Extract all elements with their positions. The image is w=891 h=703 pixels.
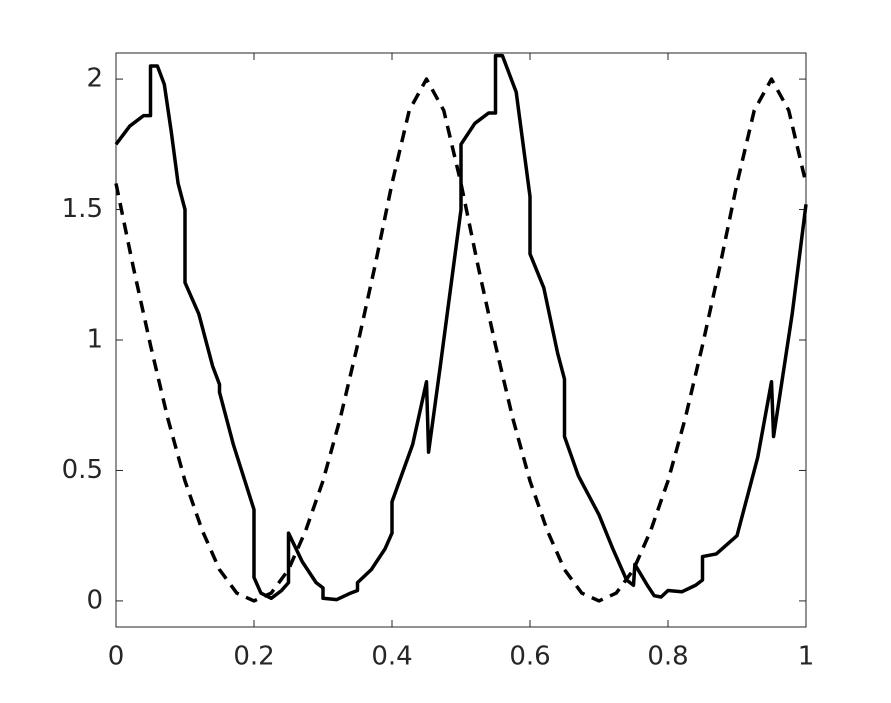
y-tick-label: 0 [86,585,103,615]
y-tick-label: 1 [86,325,103,355]
y-tick-label: 1.5 [62,194,103,224]
x-tick-label: 1 [798,642,815,672]
x-tick-label: 0.2 [233,642,274,672]
y-tick-label: 0.5 [62,455,103,485]
x-tick-label: 0.6 [509,642,550,672]
x-tick-label: 0.8 [647,642,688,672]
y-tick-label: 2 [86,64,103,94]
series-line [114,53,808,602]
plot-box [115,52,807,628]
x-tick-label: 0 [108,642,125,672]
x-tick-label: 0.4 [371,642,412,672]
series-line [114,77,808,603]
